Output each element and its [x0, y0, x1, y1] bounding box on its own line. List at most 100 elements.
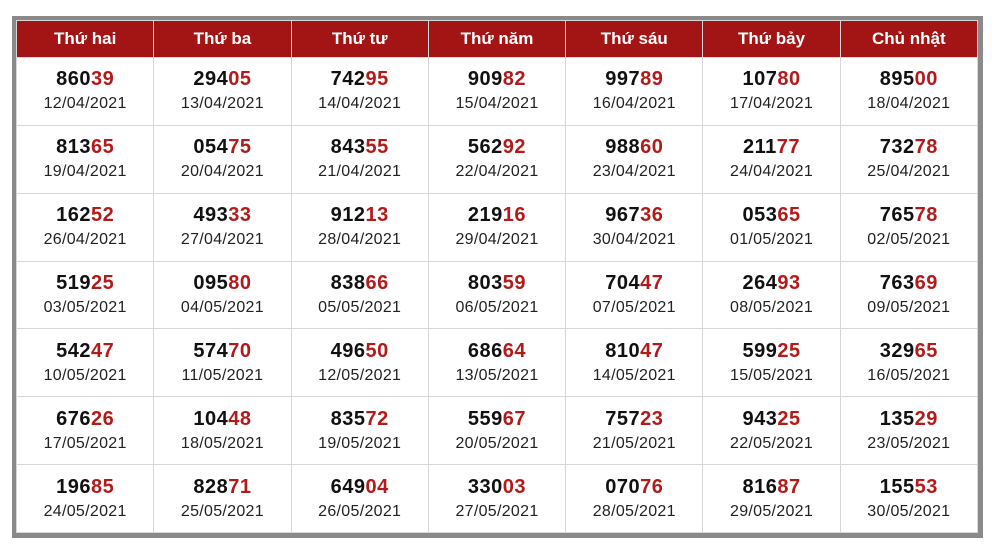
result-number: 10448 [193, 407, 252, 430]
last-two-digits: 70 [228, 339, 252, 362]
last-two-digits: 53 [914, 475, 938, 498]
result-number: 83572 [330, 407, 389, 430]
result-number: 80359 [467, 271, 527, 294]
result-date: 17/04/2021 [730, 95, 814, 113]
result-date: 10/05/2021 [43, 366, 127, 384]
result-number: 59925 [742, 339, 801, 362]
last-two-digits: 47 [640, 339, 664, 362]
last-two-digits: 33 [228, 204, 252, 227]
result-cell: 76578 02/05/2021 [839, 192, 979, 262]
result-number: 57470 [193, 339, 252, 362]
last-two-digits: 23 [640, 407, 664, 430]
result-number: 86039 [56, 68, 115, 91]
last-two-digits: 29 [914, 407, 938, 430]
result-date: 23/05/2021 [867, 434, 951, 452]
result-date: 21/05/2021 [592, 434, 676, 452]
result-date: 26/05/2021 [318, 502, 402, 520]
result-number: 74295 [330, 68, 389, 91]
result-date: 22/05/2021 [730, 434, 814, 452]
result-number: 64904 [330, 475, 389, 498]
result-number: 90982 [467, 68, 527, 91]
result-date: 18/05/2021 [180, 434, 264, 452]
result-date: 14/05/2021 [592, 366, 676, 384]
result-number: 75723 [605, 407, 664, 430]
last-two-digits: 60 [640, 136, 664, 159]
result-number: 26493 [742, 271, 801, 294]
last-two-digits: 25 [777, 407, 801, 430]
result-number: 81687 [742, 475, 801, 498]
last-two-digits: 25 [777, 339, 801, 362]
last-two-digits: 65 [90, 136, 115, 159]
result-date: 13/04/2021 [180, 95, 264, 113]
result-cell: 49333 27/04/2021 [153, 192, 292, 262]
result-cell: 70447 07/05/2021 [565, 260, 704, 330]
result-date: 06/05/2021 [455, 298, 539, 316]
result-date: 15/05/2021 [730, 366, 814, 384]
result-cell: 76369 09/05/2021 [839, 260, 979, 330]
result-number: 33003 [467, 475, 527, 498]
result-date: 25/04/2021 [867, 163, 951, 181]
result-cell: 32965 16/05/2021 [839, 328, 979, 398]
result-date: 20/05/2021 [455, 434, 539, 452]
result-number: 21916 [467, 204, 527, 227]
result-cell: 19685 24/05/2021 [15, 464, 155, 533]
result-date: 15/04/2021 [455, 95, 539, 113]
result-cell: 81687 29/05/2021 [702, 464, 841, 533]
result-number: 29405 [193, 68, 252, 91]
result-cell: 16252 26/04/2021 [15, 192, 155, 262]
result-date: 24/04/2021 [730, 163, 814, 181]
result-date: 18/04/2021 [867, 95, 951, 113]
result-cell: 59925 15/05/2021 [702, 328, 841, 398]
last-two-digits: 92 [502, 136, 527, 159]
result-cell: 57470 11/05/2021 [153, 328, 292, 398]
result-number: 81047 [605, 339, 664, 362]
last-two-digits: 89 [640, 68, 664, 91]
result-cell: 91213 28/04/2021 [290, 192, 429, 262]
result-number: 19685 [56, 475, 115, 498]
result-number: 84355 [330, 136, 389, 159]
result-date: 05/05/2021 [318, 298, 402, 316]
last-two-digits: 95 [365, 68, 389, 91]
last-two-digits: 03 [502, 475, 527, 498]
result-date: 30/04/2021 [592, 231, 676, 249]
result-cell: 51925 03/05/2021 [15, 260, 155, 330]
result-date: 27/05/2021 [455, 502, 539, 520]
result-date: 13/05/2021 [455, 366, 539, 384]
last-two-digits: 00 [914, 68, 938, 91]
result-cell: 33003 27/05/2021 [427, 464, 567, 533]
last-two-digits: 65 [914, 339, 938, 362]
result-date: 24/05/2021 [43, 502, 127, 520]
result-number: 91213 [330, 204, 389, 227]
last-two-digits: 78 [914, 136, 938, 159]
header-row: Thứ hai Thứ ba Thứ tư Thứ năm Thứ sáu Thứ bảy… [15, 20, 979, 58]
last-two-digits: 05 [228, 68, 252, 91]
table-row: 54247 10/05/2021 57470 11/05/2021 49650 12/05… [15, 328, 979, 398]
result-cell: 83572 19/05/2021 [290, 396, 429, 466]
result-cell: 56292 22/04/2021 [427, 124, 567, 194]
result-number: 13529 [879, 407, 938, 430]
result-cell: 82871 25/05/2021 [153, 464, 292, 533]
last-two-digits: 48 [228, 407, 252, 430]
column-header: Thứ ba [153, 20, 292, 58]
last-two-digits: 26 [90, 407, 115, 430]
last-two-digits: 71 [228, 475, 252, 498]
lottery-results-table: Thứ hai Thứ ba Thứ tư Thứ năm Thứ sáu Thứ bảy… [15, 20, 979, 533]
result-cell: 68664 13/05/2021 [427, 328, 567, 398]
last-two-digits: 39 [90, 68, 115, 91]
result-number: 94325 [742, 407, 801, 430]
result-date: 28/04/2021 [318, 231, 402, 249]
result-date: 28/05/2021 [592, 502, 676, 520]
result-cell: 73278 25/04/2021 [839, 124, 979, 194]
last-two-digits: 77 [776, 136, 801, 159]
column-header: Thứ bảy [702, 20, 841, 58]
result-cell: 67626 17/05/2021 [15, 396, 155, 466]
results-body: 86039 12/04/2021 29405 13/04/2021 74295 14/04… [15, 57, 979, 533]
result-number: 51925 [56, 271, 115, 294]
last-two-digits: 67 [502, 407, 527, 430]
result-number: 81365 [56, 136, 115, 159]
result-number: 54247 [56, 339, 115, 362]
result-date: 22/04/2021 [455, 163, 539, 181]
result-number: 10780 [742, 68, 801, 91]
table-row: 67626 17/05/2021 10448 18/05/2021 83572 19/05… [15, 396, 979, 466]
result-number: 32965 [879, 339, 938, 362]
